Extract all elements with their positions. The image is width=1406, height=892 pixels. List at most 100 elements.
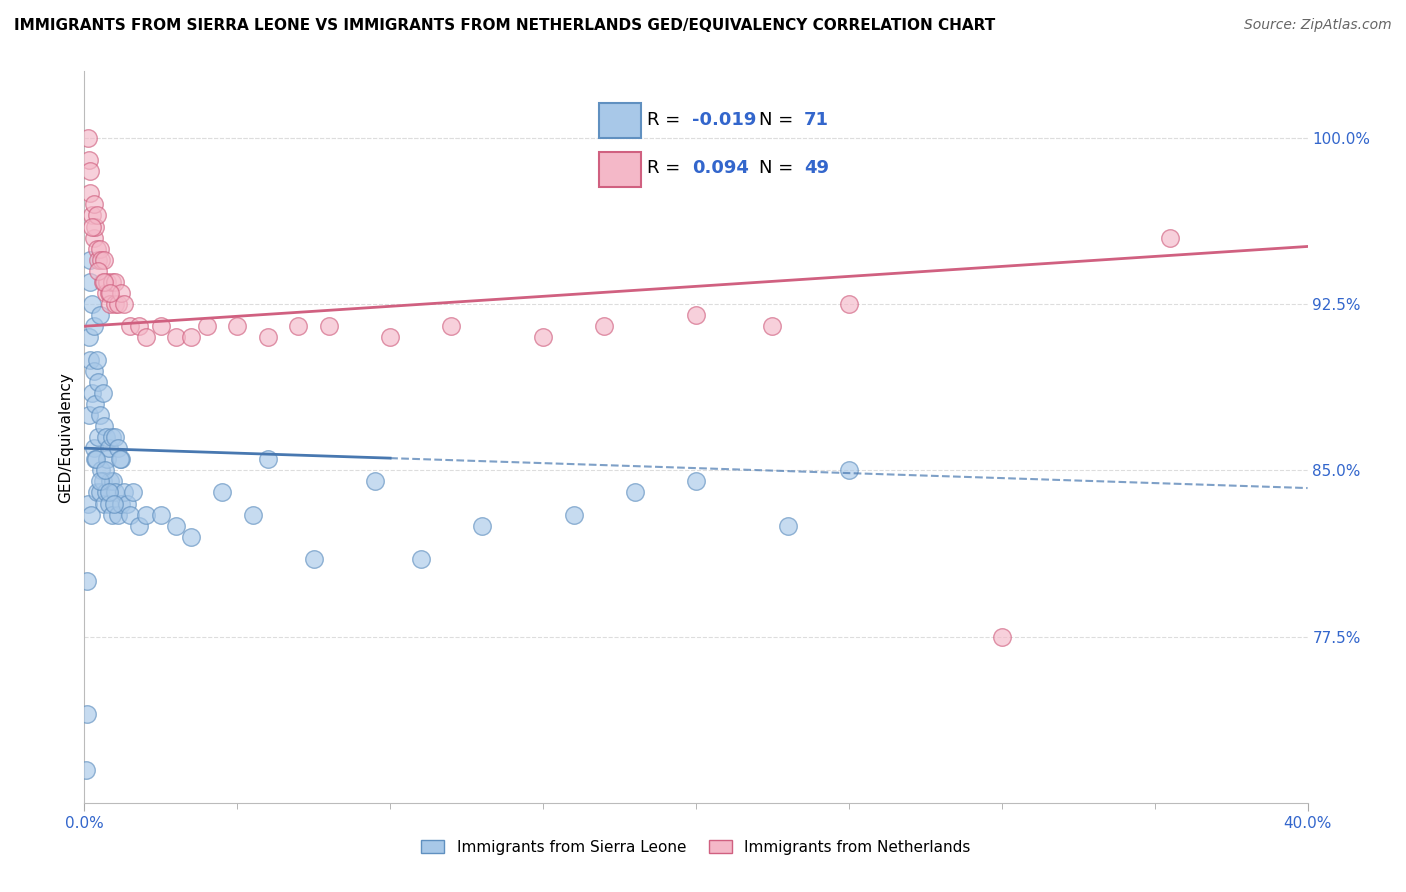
Text: R =: R =	[647, 112, 686, 129]
Text: 49: 49	[804, 159, 830, 177]
Point	[93, 419, 115, 434]
Point	[107, 441, 129, 455]
Point	[87, 375, 110, 389]
Point	[101, 430, 124, 444]
Point	[86, 485, 108, 500]
Point	[91, 275, 114, 289]
Point	[80, 508, 103, 522]
Point	[83, 363, 105, 377]
Point	[211, 485, 233, 500]
Point	[98, 485, 121, 500]
Point	[776, 518, 799, 533]
Point	[242, 508, 264, 522]
Point	[110, 285, 132, 300]
Point	[98, 285, 121, 300]
Point	[80, 209, 103, 223]
FancyBboxPatch shape	[599, 103, 641, 137]
Point	[685, 475, 707, 489]
Point	[120, 319, 142, 334]
Point	[380, 330, 402, 344]
Point	[107, 508, 129, 522]
Point	[79, 164, 101, 178]
Point	[94, 485, 117, 500]
Point	[83, 197, 105, 211]
Point	[110, 497, 132, 511]
Point	[195, 319, 218, 334]
Point	[302, 552, 325, 566]
Point	[101, 508, 124, 522]
Point	[83, 319, 105, 334]
Point	[226, 319, 249, 334]
Point	[77, 408, 100, 422]
Text: Source: ZipAtlas.com: Source: ZipAtlas.com	[1244, 18, 1392, 32]
Point	[149, 508, 172, 522]
Text: 71: 71	[804, 112, 830, 129]
Point	[103, 475, 125, 489]
Point	[76, 574, 98, 589]
Point	[94, 463, 117, 477]
Point	[104, 430, 127, 444]
Point	[165, 518, 187, 533]
Text: -0.019: -0.019	[692, 112, 756, 129]
Point	[128, 518, 150, 533]
Point	[562, 508, 585, 522]
Point	[90, 463, 112, 477]
Text: N =: N =	[759, 159, 799, 177]
Point	[112, 485, 135, 500]
Point	[79, 186, 101, 201]
Point	[180, 530, 202, 544]
Point	[87, 252, 110, 267]
Point	[838, 463, 860, 477]
Point	[79, 252, 101, 267]
Point	[80, 297, 103, 311]
Y-axis label: GED/Equivalency: GED/Equivalency	[58, 372, 73, 502]
Point	[108, 452, 131, 467]
Point	[83, 230, 105, 244]
Point	[86, 242, 108, 256]
Point	[104, 275, 127, 289]
Point	[79, 352, 101, 367]
Point	[86, 352, 108, 367]
Point	[122, 485, 145, 500]
Point	[98, 297, 121, 311]
Point	[90, 252, 112, 267]
Point	[409, 552, 432, 566]
Point	[94, 285, 117, 300]
Point	[89, 485, 111, 500]
Point	[180, 330, 202, 344]
FancyBboxPatch shape	[599, 153, 641, 187]
Point	[1159, 230, 1181, 244]
Point	[96, 275, 118, 289]
Point	[80, 219, 103, 234]
Point	[257, 452, 280, 467]
Point	[115, 497, 138, 511]
Point	[77, 330, 100, 344]
Text: R =: R =	[647, 159, 686, 177]
Point	[318, 319, 340, 334]
Point	[75, 763, 97, 777]
Point	[149, 319, 172, 334]
Point	[76, 707, 98, 722]
Point	[89, 408, 111, 422]
Point	[531, 330, 554, 344]
Point	[89, 475, 111, 489]
Point	[991, 630, 1014, 644]
Point	[165, 330, 187, 344]
Point	[287, 319, 309, 334]
Point	[79, 275, 101, 289]
Point	[624, 485, 647, 500]
Point	[87, 430, 110, 444]
Point	[103, 497, 125, 511]
Point	[471, 518, 494, 533]
Text: N =: N =	[759, 112, 799, 129]
Point	[96, 452, 118, 467]
Point	[112, 297, 135, 311]
Point	[107, 297, 129, 311]
Point	[80, 385, 103, 400]
Point	[135, 508, 157, 522]
Point	[77, 497, 100, 511]
Point	[364, 475, 387, 489]
Point	[104, 485, 127, 500]
Point	[593, 319, 616, 334]
Point	[89, 308, 111, 322]
